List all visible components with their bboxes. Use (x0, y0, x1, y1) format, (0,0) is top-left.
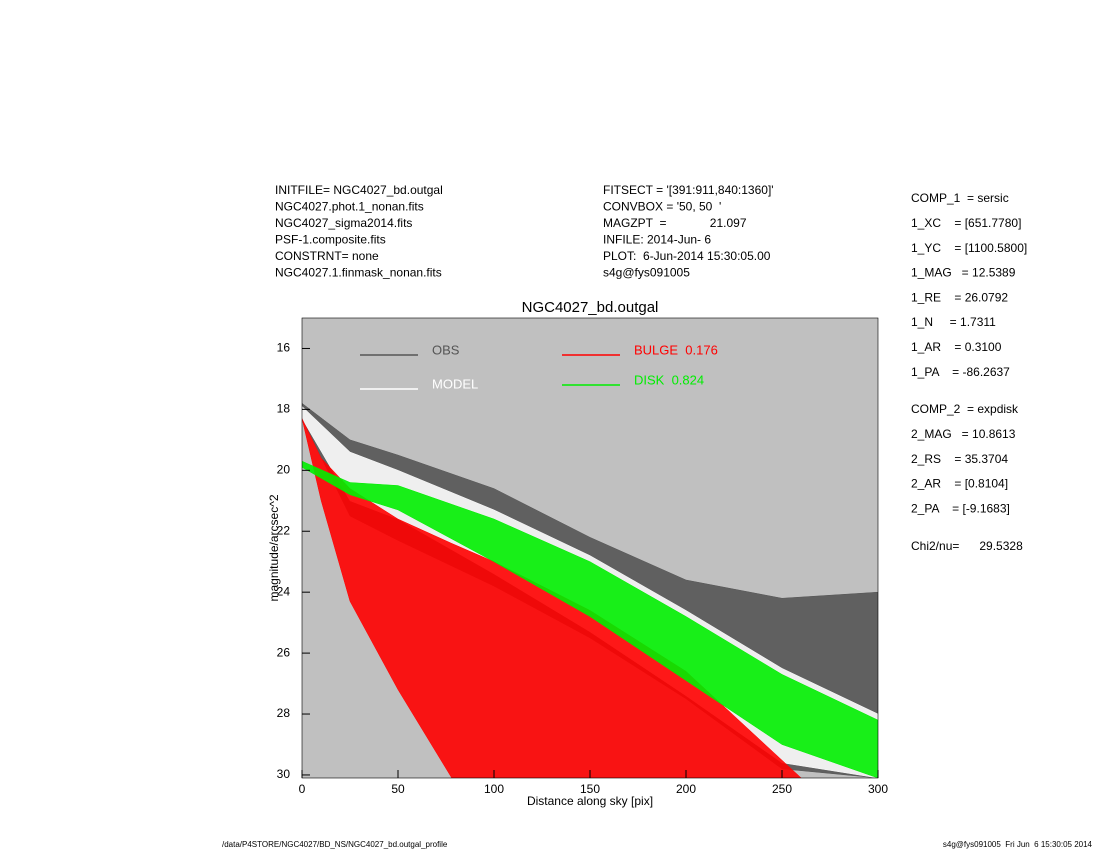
y-tick-label: 18 (277, 402, 291, 416)
param-line: 1_AR = 0.3100 (911, 340, 1002, 354)
legend-label: BULGE 0.176 (634, 342, 718, 357)
footer-right: s4g@fys091005 Fri Jun 6 15:30:05 2014 (943, 840, 1093, 849)
plot-area (302, 402, 878, 778)
y-tick-label: 16 (277, 341, 291, 355)
band (302, 460, 878, 778)
header-line: CONSTRNT= none (275, 249, 379, 263)
header-line: INITFILE= NGC4027_bd.outgal (275, 183, 443, 197)
x-tick-label: 300 (868, 782, 888, 796)
param-line: 2_RS = 35.3704 (911, 452, 1008, 466)
header-line: MAGZPT = 21.097 (603, 216, 747, 230)
y-tick-label: 28 (277, 706, 291, 720)
param-line: Chi2/nu= 29.5328 (911, 539, 1023, 553)
param-line: COMP_2 = expdisk (911, 402, 1019, 416)
param-line: 1_N = 1.7311 (911, 315, 996, 329)
x-tick-label: 200 (676, 782, 696, 796)
y-tick-label: 22 (277, 523, 291, 537)
y-tick-label: 20 (277, 462, 291, 476)
param-line: 1_MAG = 12.5389 (911, 266, 1016, 280)
x-axis-label: Distance along sky [pix] (527, 794, 653, 808)
header-line: FITSECT = '[391:911,840:1360]' (603, 183, 774, 197)
legend-label: MODEL (432, 376, 478, 391)
band (302, 418, 802, 778)
header-line: s4g@fys091005 (603, 266, 690, 280)
legend-label: DISK 0.824 (634, 372, 704, 387)
param-line: 1_YC = [1100.5800] (911, 241, 1027, 255)
header-line: CONVBOX = '50, 50 ' (603, 200, 721, 214)
y-tick-label: 30 (277, 767, 291, 781)
param-line: 2_MAG = 10.8613 (911, 427, 1016, 441)
x-tick-label: 150 (580, 782, 600, 796)
param-line: 2_AR = [0.8104] (911, 477, 1008, 491)
header-line: PLOT: 6-Jun-2014 15:30:05.00 (603, 249, 771, 263)
y-tick-label: 24 (277, 584, 291, 598)
x-tick-label: 50 (391, 782, 405, 796)
header-line: NGC4027.1.finmask_nonan.fits (275, 266, 442, 280)
header-line: INFILE: 2014-Jun- 6 (603, 233, 711, 247)
legend-label: OBS (432, 342, 460, 357)
footer-left: /data/P4STORE/NGC4027/BD_NS/NGC4027_bd.o… (222, 840, 448, 849)
param-line: 2_PA = [-9.1683] (911, 501, 1010, 515)
param-line: 1_RE = 26.0792 (911, 290, 1008, 304)
header-line: NGC4027_sigma2014.fits (275, 216, 412, 230)
x-tick-label: 250 (772, 782, 792, 796)
y-axis-label: magnitude/arcsec^2 (267, 494, 281, 601)
header-line: NGC4027.phot.1_nonan.fits (275, 200, 424, 214)
chart-title: NGC4027_bd.outgal (522, 299, 659, 316)
param-line: 1_XC = [651.7780] (911, 216, 1021, 230)
param-line: COMP_1 = sersic (911, 191, 1009, 205)
x-tick-label: 0 (299, 782, 306, 796)
header-line: PSF-1.composite.fits (275, 233, 386, 247)
y-tick-label: 26 (277, 645, 291, 659)
x-tick-label: 100 (484, 782, 504, 796)
param-line: 1_PA = -86.2637 (911, 365, 1010, 379)
